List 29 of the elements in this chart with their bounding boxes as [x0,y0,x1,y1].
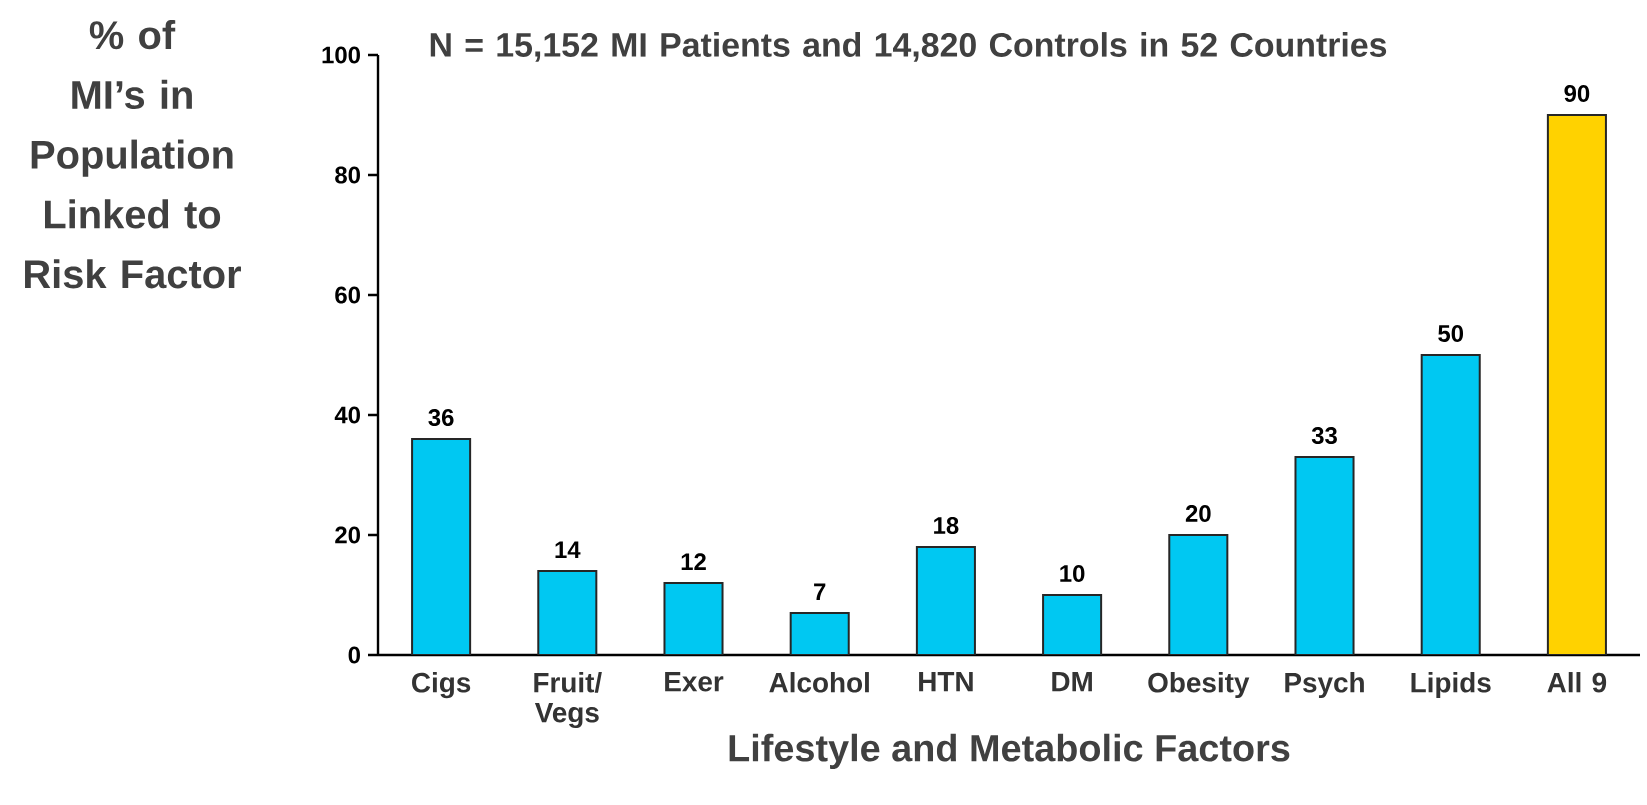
y-tick-label: 100 [322,46,360,64]
y-axis-title: % of MI’s in Population Linked to Risk Factor [25,20,241,289]
data-label: 90 [1564,85,1590,102]
data-label: 18 [934,517,959,534]
data-label: 50 [1438,325,1464,342]
y-tick-label: 40 [334,406,360,424]
x-tick-label: Lipids [1411,672,1491,699]
y-tick-label: 20 [335,526,360,544]
data-label: 14 [555,541,581,558]
y-tick-label: 80 [335,166,360,184]
x-tick-label: Fruit/ Vegs [534,672,602,729]
data-label: 36 [428,409,454,426]
x-tick-label: Alcohol [769,672,869,693]
x-tick-label: All 9 [1547,672,1607,693]
data-label: 20 [1185,505,1211,522]
x-tick-label: Exer [665,672,724,692]
x-tick-label: Psych [1285,672,1364,699]
y-tick-label: 60 [335,286,360,304]
x-tick-label: HTN [919,672,973,692]
data-label: 12 [681,553,706,570]
x-axis-title: Lifestyle and Metabolic Factors [729,733,1290,770]
y-tick-label: 0 [348,646,360,664]
x-tick-label: Cigs [412,672,471,699]
x-tick-label: Obesity [1148,672,1250,699]
chart-title: N = 15,152 MI Patients and 14,820 Controls in 52 Countries [430,32,1387,62]
data-label: 33 [1311,427,1337,444]
data-label: 10 [1060,565,1085,582]
data-label: 7 [814,583,826,600]
x-tick-label: DM [1052,672,1092,692]
